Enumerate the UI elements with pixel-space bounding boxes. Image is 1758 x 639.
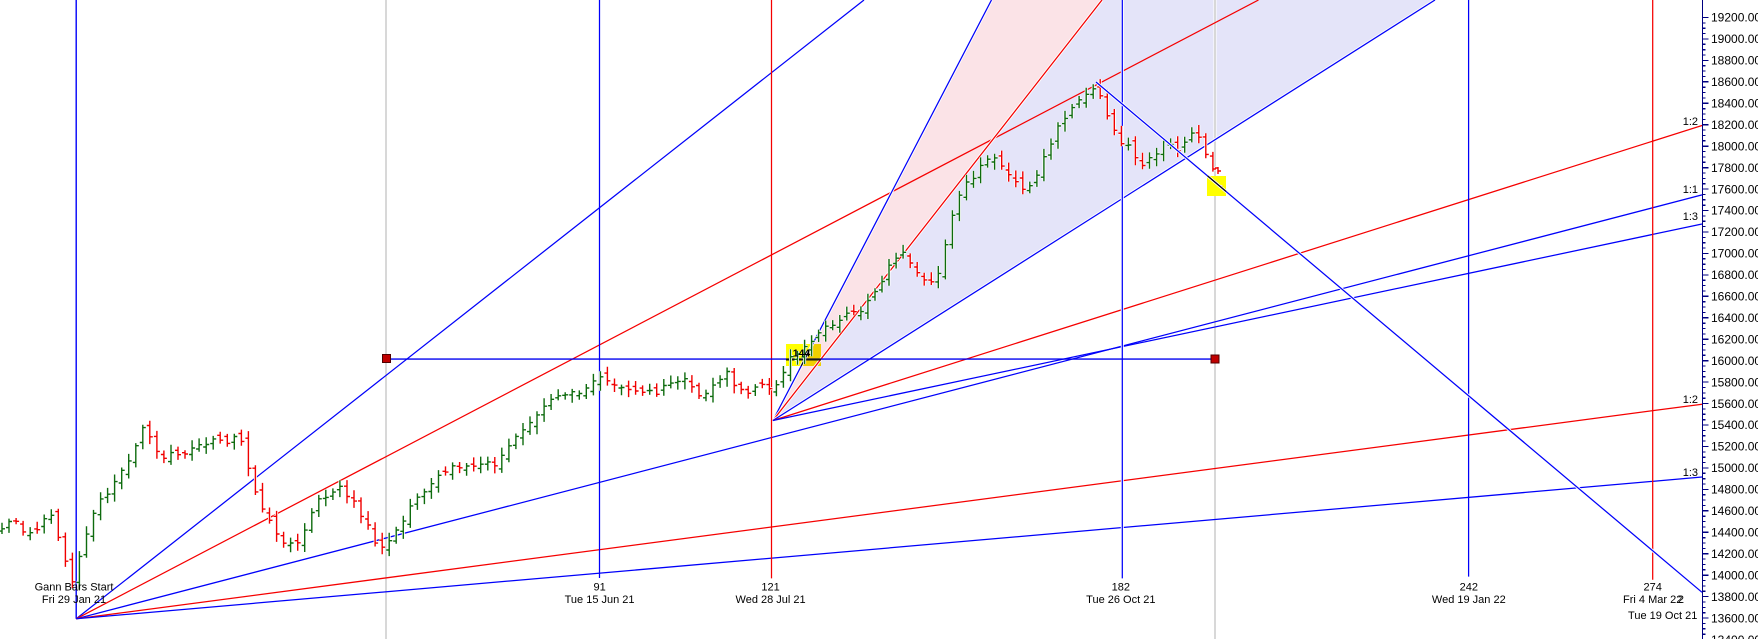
svg-text:15000.00: 15000.00: [1711, 461, 1758, 475]
svg-text:14600.00: 14600.00: [1711, 504, 1758, 518]
svg-text:19200.00: 19200.00: [1711, 11, 1758, 25]
svg-text:242: 242: [1460, 582, 1478, 594]
svg-text:17800.00: 17800.00: [1711, 161, 1758, 175]
svg-text:16200.00: 16200.00: [1711, 332, 1758, 346]
svg-text:14000.00: 14000.00: [1711, 568, 1758, 582]
svg-text:Wed 28 Jul 21: Wed 28 Jul 21: [736, 594, 806, 606]
svg-text:14800.00: 14800.00: [1711, 483, 1758, 497]
svg-text:Tue 15 Jun 21: Tue 15 Jun 21: [565, 594, 635, 606]
svg-text:91: 91: [593, 582, 605, 594]
svg-text:16600.00: 16600.00: [1711, 290, 1758, 304]
svg-text:182: 182: [1112, 582, 1130, 594]
svg-text:16000.00: 16000.00: [1711, 354, 1758, 368]
svg-text:121: 121: [761, 582, 779, 594]
svg-text:13600.00: 13600.00: [1711, 611, 1758, 625]
svg-text:17000.00: 17000.00: [1711, 247, 1758, 261]
svg-text:17600.00: 17600.00: [1711, 182, 1758, 196]
svg-text:14400.00: 14400.00: [1711, 526, 1758, 540]
svg-text:1:3: 1:3: [1683, 467, 1698, 479]
svg-text:16400.00: 16400.00: [1711, 311, 1758, 325]
svg-text:Fri 4 Mar 22: Fri 4 Mar 22: [1623, 594, 1682, 606]
svg-text:18400.00: 18400.00: [1711, 97, 1758, 111]
svg-text:13400.00: 13400.00: [1711, 633, 1758, 639]
svg-text:144: 144: [793, 348, 811, 360]
svg-text:15200.00: 15200.00: [1711, 440, 1758, 454]
svg-text:1:1: 1:1: [1683, 184, 1698, 196]
svg-text:Gann Bars Start: Gann Bars Start: [35, 582, 114, 594]
svg-text:18800.00: 18800.00: [1711, 54, 1758, 68]
svg-text:Tue 26 Oct 21: Tue 26 Oct 21: [1086, 594, 1155, 606]
svg-text:15600.00: 15600.00: [1711, 397, 1758, 411]
svg-text:1:2: 1:2: [1683, 116, 1698, 128]
svg-text:19000.00: 19000.00: [1711, 32, 1758, 46]
svg-text:1:3: 1:3: [1683, 211, 1698, 223]
svg-text:Wed 19 Jan 22: Wed 19 Jan 22: [1432, 594, 1506, 606]
svg-text:18600.00: 18600.00: [1711, 75, 1758, 89]
svg-text:274: 274: [1644, 582, 1662, 594]
svg-text:2: 2: [1678, 594, 1684, 606]
svg-text:15400.00: 15400.00: [1711, 418, 1758, 432]
svg-text:1:2: 1:2: [1683, 394, 1698, 406]
svg-text:18000.00: 18000.00: [1711, 139, 1758, 153]
svg-text:Tue 19 Oct 21: Tue 19 Oct 21: [1628, 610, 1697, 622]
svg-text:18200.00: 18200.00: [1711, 118, 1758, 132]
svg-text:13800.00: 13800.00: [1711, 590, 1758, 604]
svg-text:16800.00: 16800.00: [1711, 268, 1758, 282]
svg-text:17400.00: 17400.00: [1711, 204, 1758, 218]
svg-text:15800.00: 15800.00: [1711, 375, 1758, 389]
svg-text:17200.00: 17200.00: [1711, 225, 1758, 239]
svg-text:Fri 29 Jan 21: Fri 29 Jan 21: [42, 594, 106, 606]
svg-text:14200.00: 14200.00: [1711, 547, 1758, 561]
